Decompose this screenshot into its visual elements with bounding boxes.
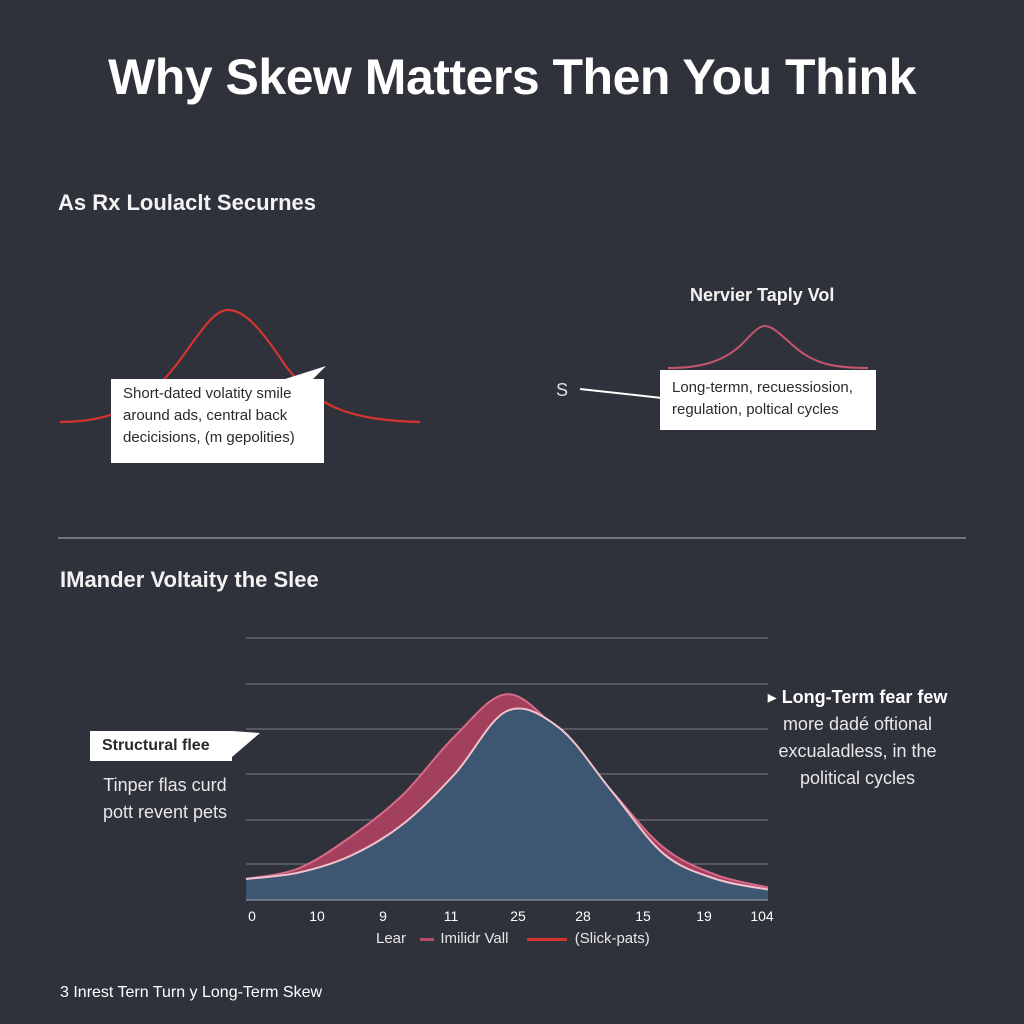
long-term-note: ▸ Long-Term fear few more dadé oftional …: [755, 684, 960, 792]
footer-caption: 3 Inrest Tern Turn y Long-Term Skew: [60, 984, 323, 1001]
section1-right-heading: Nervier Taply Vol: [690, 285, 835, 305]
x-tick-label: 25: [510, 908, 526, 924]
right-marker-label: S: [556, 380, 569, 400]
bullet-marker: ▸: [767, 687, 777, 707]
x-tick-label: 10: [309, 908, 325, 924]
callout-line: regulation, poltical cycles: [672, 401, 839, 418]
legend-swatch-pink: [420, 937, 435, 941]
series-line-upper: [245, 693, 769, 889]
right-callout-pointer: [579, 388, 663, 399]
x-tick-label: 11: [444, 908, 459, 924]
legend-item-slick: (Slick-pats): [574, 930, 650, 947]
chart-legend: Lear Imilidr Vall (Slick-pats): [376, 930, 650, 947]
x-tick-label: 28: [575, 908, 591, 924]
x-tick-label: 19: [696, 908, 712, 924]
legend-item-lear: Lear: [376, 930, 407, 947]
legend-swatch-red: [526, 937, 567, 941]
legend-item-imilidr: Imilidr Vall: [440, 930, 509, 947]
callout-line: decicisions, (m gepolities): [123, 429, 295, 446]
section2-heading: IMander Voltaity the Slee: [60, 567, 319, 592]
left-tag-pointer: [232, 731, 260, 757]
left-note: Tinper flas curd pott revent pets: [90, 772, 240, 826]
note-line: pott revent pets: [102, 802, 228, 822]
long-term-bell-curve: [667, 324, 869, 369]
long-term-callout: Long-termn, recuessiosion, regulation, p…: [660, 370, 876, 430]
page-title: Why Skew Matters Then You Think: [108, 49, 916, 105]
callout-line: around ads, central back: [123, 407, 288, 424]
note-line: excualadless, in the: [778, 741, 937, 761]
note-title: Long-Term fear few: [781, 687, 948, 707]
series-line-lower: [245, 707, 769, 891]
callout-line: Long-termn, recuessiosion,: [672, 379, 853, 396]
structural-tag: Structural flee: [90, 731, 232, 761]
x-tick-label: 0: [248, 908, 256, 924]
note-line: political cycles: [799, 768, 916, 788]
x-tick-label: 104: [750, 908, 774, 924]
note-line: Tinper flas curd: [103, 775, 227, 795]
short-term-callout: Short-dated volatity smile around ads, c…: [111, 379, 324, 463]
series-area-lower: [246, 708, 768, 900]
section1-heading: As Rx Loulaclt Securnes: [58, 190, 316, 215]
callout-line: Short-dated volatity smile: [123, 385, 292, 402]
x-tick-label: 15: [635, 908, 651, 924]
x-tick-label: 9: [379, 908, 387, 924]
note-line: more dadé oftional: [782, 714, 933, 734]
